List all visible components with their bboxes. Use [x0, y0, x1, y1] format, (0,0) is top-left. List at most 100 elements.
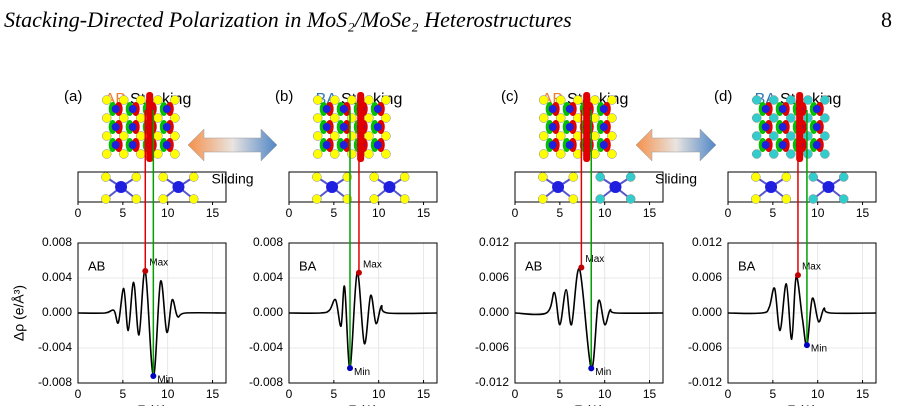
- extremum-marker: [578, 264, 585, 271]
- atom: [170, 95, 180, 105]
- atom: [369, 194, 379, 204]
- atom: [573, 131, 583, 141]
- y-tick-label: -0.006: [688, 340, 722, 354]
- x-tick-label: 15: [856, 387, 870, 401]
- atom: [329, 113, 340, 123]
- atom: [312, 113, 323, 123]
- inset-label: AB: [525, 258, 542, 273]
- atom: [607, 149, 617, 159]
- atom: [778, 105, 787, 113]
- atom: [751, 131, 762, 141]
- y-tick-label: 0.000: [479, 305, 509, 319]
- x-tick-label: 0: [75, 387, 82, 401]
- atom: [599, 141, 608, 149]
- atom: [128, 141, 137, 149]
- y-tick-label: -0.004: [249, 340, 283, 354]
- structure-tick-label: 0: [512, 206, 519, 220]
- atom: [808, 194, 818, 204]
- atom: [326, 181, 339, 193]
- atom: [573, 113, 583, 123]
- atom: [548, 141, 557, 149]
- x-tick-label: 5: [557, 387, 564, 401]
- atom: [188, 194, 199, 204]
- atom: [595, 194, 605, 204]
- atom: [128, 123, 137, 131]
- atom: [548, 123, 557, 131]
- structure-illustration: [288, 92, 438, 204]
- atom: [768, 113, 779, 123]
- atom: [568, 172, 579, 182]
- x-tick-label: 0: [286, 387, 293, 401]
- structure-tick-label: 15: [856, 206, 870, 220]
- atom: [838, 172, 849, 182]
- structure-tick-label: 5: [557, 206, 564, 220]
- y-tick-label: -0.012: [475, 375, 509, 389]
- density-curve: [727, 276, 877, 347]
- atom: [781, 194, 792, 204]
- atom: [555, 149, 566, 159]
- extremum-label: Max: [363, 259, 382, 270]
- atom: [312, 194, 322, 204]
- y-tick-label: 0.004: [253, 270, 283, 284]
- panel-label: (d): [714, 88, 732, 105]
- atom: [765, 181, 778, 193]
- atom: [162, 123, 171, 131]
- y-tick-label: 0.006: [692, 270, 722, 284]
- structure-box: [514, 171, 664, 203]
- atom: [565, 123, 574, 131]
- atom: [538, 172, 548, 182]
- atom: [568, 194, 579, 204]
- atom: [369, 172, 379, 182]
- atom: [322, 141, 331, 149]
- y-tick-label: 0.008: [42, 235, 72, 249]
- atom: [590, 149, 600, 159]
- atom: [838, 194, 849, 204]
- atom: [808, 172, 818, 182]
- atom: [812, 123, 821, 131]
- density-curve: [514, 268, 664, 370]
- atom: [347, 95, 357, 105]
- atom: [383, 181, 396, 193]
- x-tick-label: 15: [417, 387, 431, 401]
- structure-tick-label: 10: [161, 206, 175, 220]
- atom: [381, 95, 391, 105]
- atom: [803, 95, 813, 105]
- extremum-marker: [588, 365, 595, 372]
- structure-box: [77, 171, 227, 203]
- atom: [565, 105, 574, 113]
- atom: [803, 131, 813, 141]
- atom: [751, 194, 761, 204]
- sliding-label: Sliding: [655, 171, 697, 187]
- extremum-label: Min: [811, 344, 827, 355]
- structure-tick-label: 10: [372, 206, 386, 220]
- atom: [339, 123, 348, 131]
- atom: [170, 131, 180, 141]
- atom: [555, 131, 566, 141]
- inset-label: BA: [299, 258, 317, 273]
- atom: [322, 123, 331, 131]
- atom: [172, 181, 185, 193]
- atom: [101, 149, 112, 159]
- atom: [312, 149, 323, 159]
- atom: [339, 141, 348, 149]
- page-title: Stacking-Directed Polarization in MoS₂/M…: [4, 7, 572, 32]
- atom: [373, 105, 382, 113]
- atom: [153, 95, 163, 105]
- y-tick-label: 0.012: [479, 235, 509, 249]
- x-tick-label: 0: [512, 387, 519, 401]
- atom: [128, 105, 137, 113]
- atom: [761, 141, 770, 149]
- atom: [329, 95, 340, 105]
- atom: [322, 105, 331, 113]
- atom: [170, 113, 180, 123]
- structure-tick-label: 0: [725, 206, 732, 220]
- structure-tick-label: 10: [598, 206, 612, 220]
- page-number: 8: [881, 7, 892, 32]
- extremum-marker: [355, 269, 362, 276]
- charge-lobe: [146, 92, 154, 162]
- extremum-label: Min: [157, 375, 173, 386]
- atom: [803, 149, 813, 159]
- x-axis-label: Z (A): [349, 402, 378, 406]
- atom: [373, 141, 382, 149]
- atom: [188, 172, 199, 182]
